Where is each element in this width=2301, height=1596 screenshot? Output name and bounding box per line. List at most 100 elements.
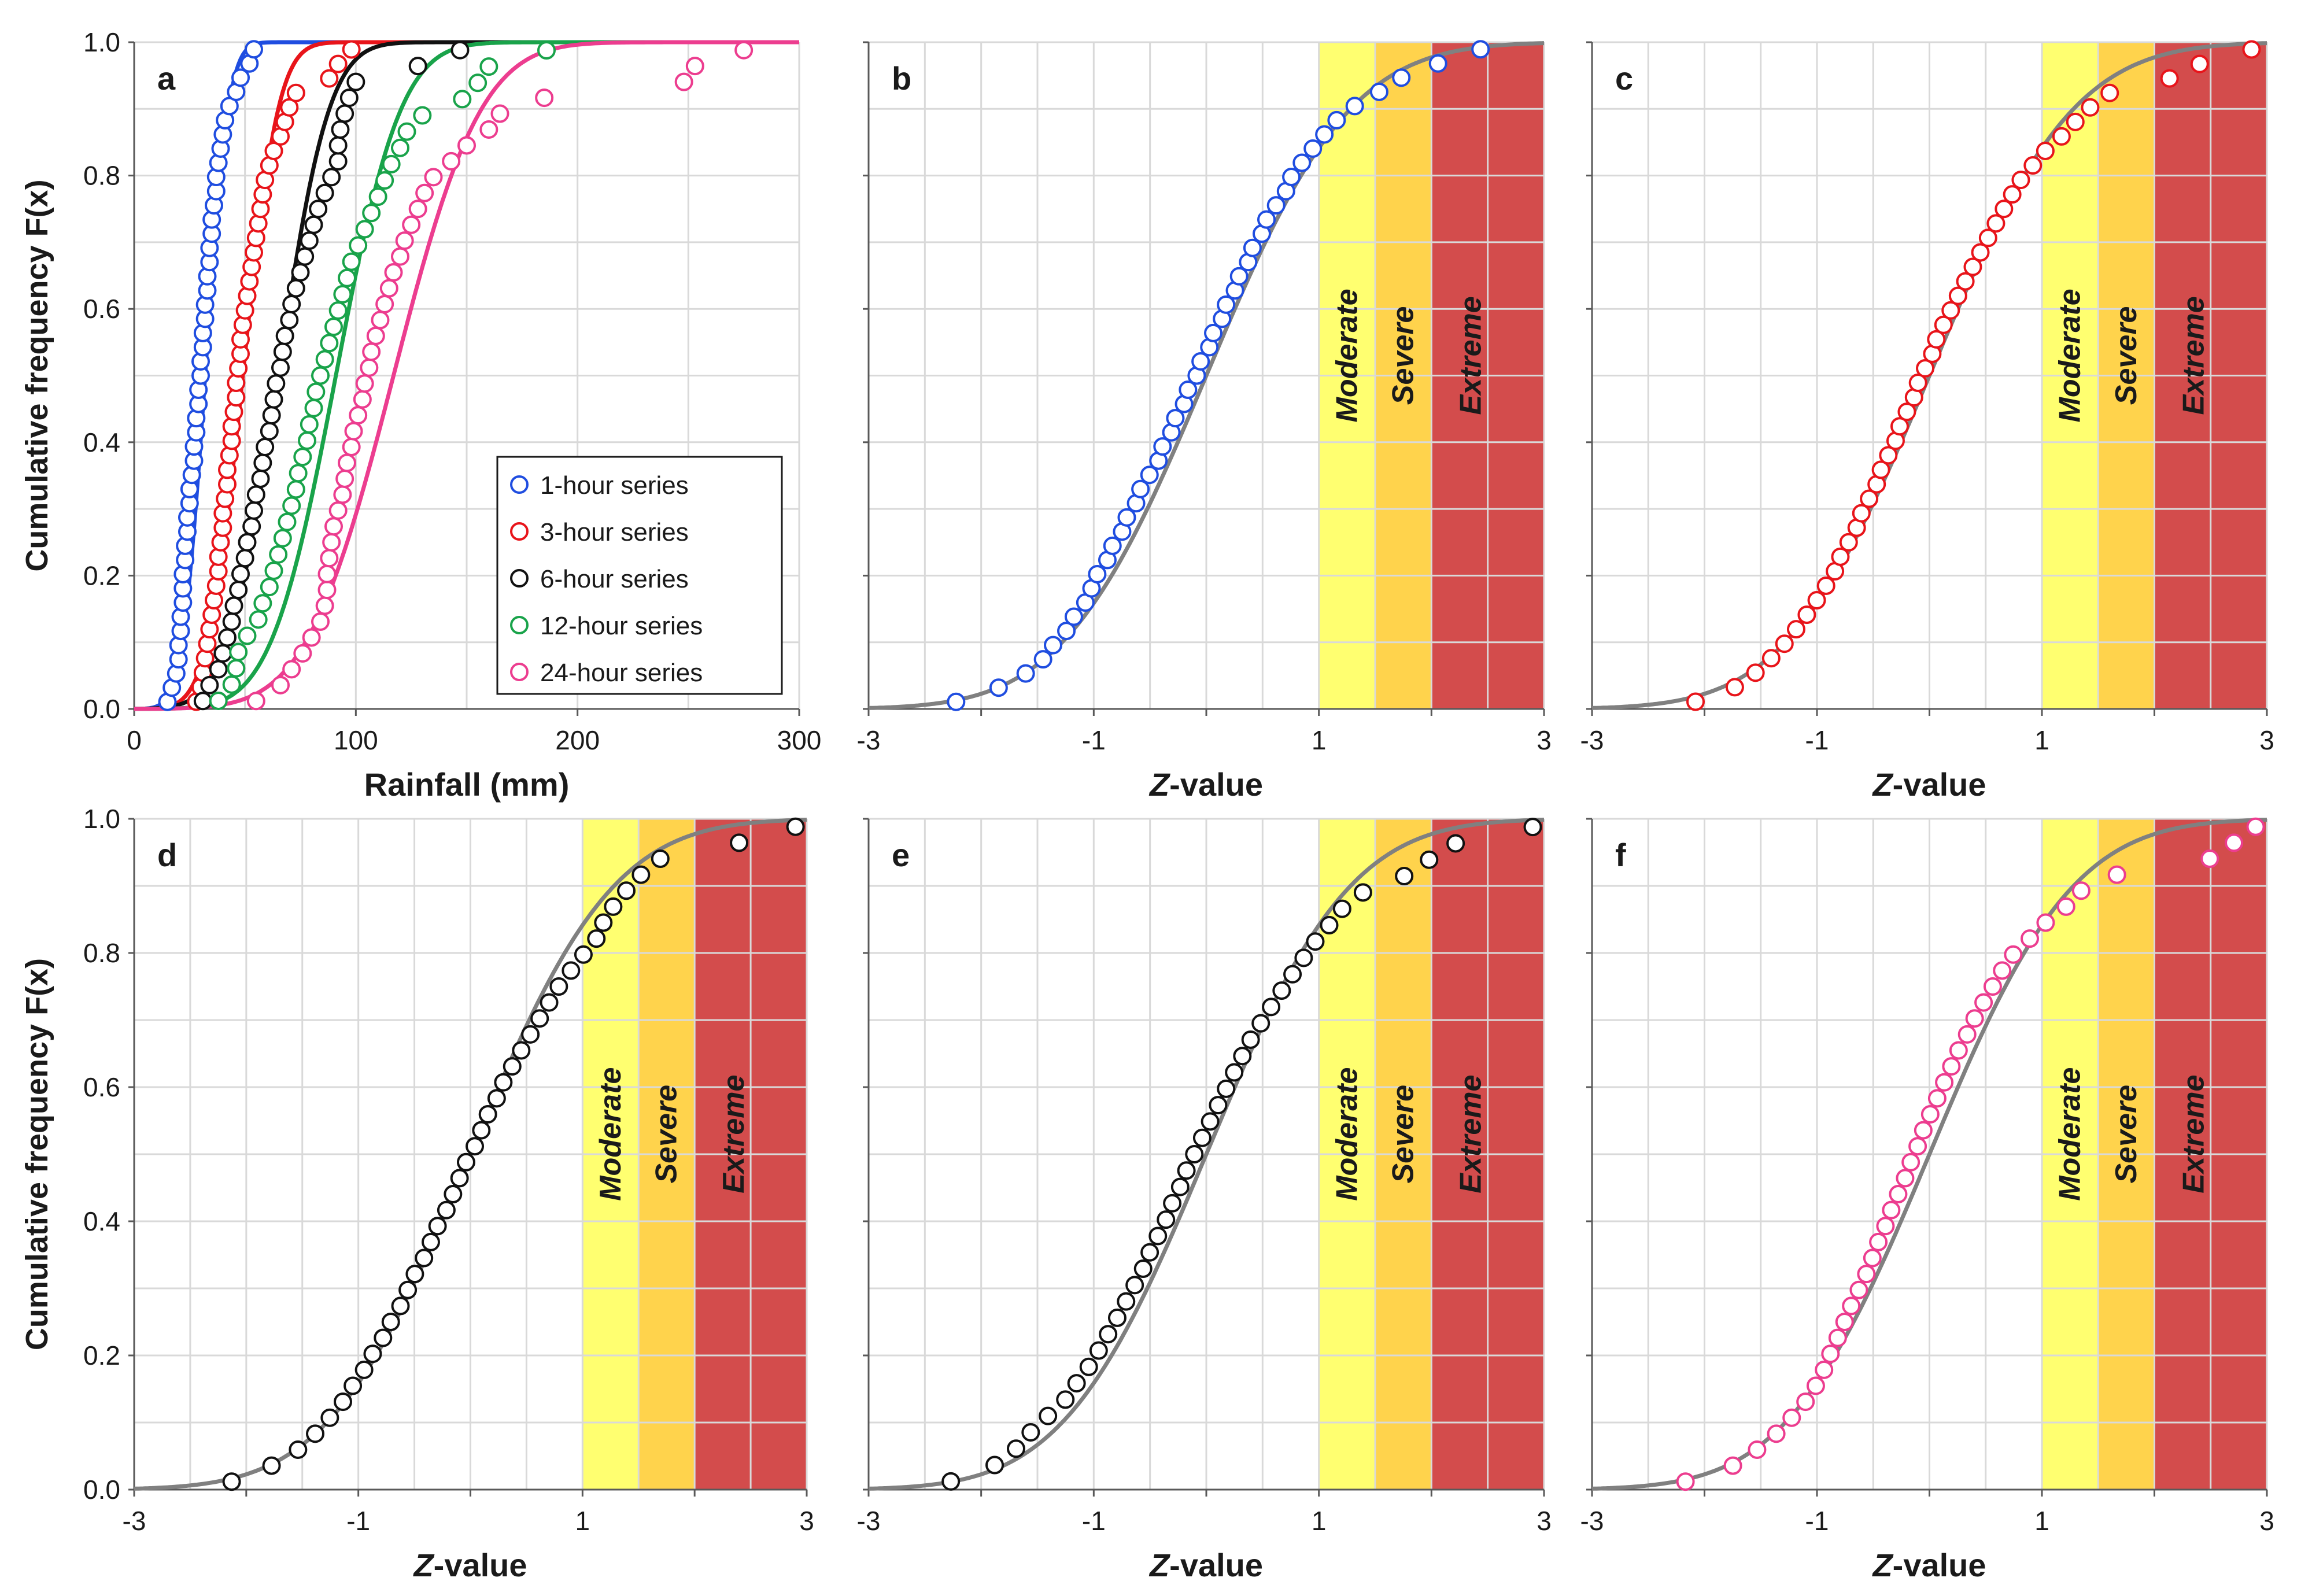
data-point [1006,1439,1025,1458]
data-point [1140,1243,1159,1262]
data-point [421,1232,440,1251]
data-point [1089,1341,1108,1360]
band-label-extreme: Extreme [2177,296,2211,415]
data-point [1974,993,1993,1012]
y-tick-label: 0.2 [83,1340,120,1370]
data-point [374,1328,393,1347]
data-point [342,40,361,59]
y-tick-labels [1586,41,1592,710]
data-point [379,279,398,298]
data-point [1956,272,1975,291]
data-point [298,431,316,450]
data-point [322,533,341,552]
x-tick-label: 200 [555,725,600,755]
legend: 1-hour series 3-hour series 6-hour series 1… [496,456,783,695]
data-point [384,263,403,282]
data-point [494,1073,513,1092]
data-point [786,817,805,836]
y-tick-label: 1.0 [83,27,120,57]
x-tick-labels: -3 -1 1 3 [1580,1490,2274,1536]
data-point [468,73,487,93]
data-point [442,152,461,171]
data-point [2023,156,2043,175]
x-tick-label: -1 [1805,1506,1829,1536]
data-point [231,68,250,87]
data-point [291,263,310,282]
data-point [362,204,381,223]
data-point [1986,214,2005,233]
series-3-points [193,40,470,711]
data-point [311,612,330,631]
data-point [322,168,341,187]
legend-marker [510,569,529,588]
data-point [269,545,288,564]
x-axis-title: Z-value [1871,766,1986,803]
data-point [2066,112,2085,131]
data-point [1993,961,2012,980]
data-point [1217,295,1236,314]
panel-label: c [1615,60,1633,97]
x-tick-label: -1 [1082,725,1106,755]
data-point [1816,576,1835,595]
data-point [1849,1280,1868,1299]
data-point [355,220,374,239]
data-point [1914,1121,1933,1140]
data-point [1191,352,1210,371]
y-tick-label: 0.4 [83,427,120,457]
data-point [1863,1248,1882,1268]
data-point [1920,1104,1940,1124]
x-tick-label: -3 [857,1506,881,1536]
data-point [242,517,261,536]
panel-label: e [892,837,910,873]
x-tick-labels: -3 -1 1 3 [857,709,1552,755]
data-point [1303,139,1323,158]
data-point [2200,849,2219,869]
data-point [1420,850,1439,869]
data-point [1965,1009,1984,1028]
data-point [1395,867,1414,886]
band-label-severe: Severe [1387,1085,1420,1184]
data-point [1471,40,1490,59]
data-point [1971,243,1990,262]
data-point [1890,417,1910,436]
data-point [1523,818,1542,837]
data-point [1039,1406,1058,1425]
x-axis-title: Z-value [412,1547,527,1583]
data-point [1916,359,1935,378]
data-point [1204,323,1223,342]
data-point [1889,1185,1908,1204]
y-tick-labels: 0.0 0.2 0.4 0.6 0.8 1.0 [83,804,134,1505]
data-point [209,660,228,679]
data-point [382,154,401,173]
z-points [1676,817,2265,1491]
data-point [428,1217,447,1236]
data-point [366,326,385,345]
series-1-points [158,40,263,711]
data-point [293,644,312,663]
data-point [375,171,394,190]
y-tick-label: 1.0 [83,804,120,834]
data-point [338,268,356,287]
y-tick-labels [863,818,869,1491]
data-point [296,247,315,266]
data-point [947,692,966,711]
data-point [1177,1161,1196,1180]
data-point [985,1455,1004,1475]
data-point [264,561,283,580]
data-point [231,564,250,583]
data-point [1446,834,1465,853]
data-point [479,57,498,76]
band-label-severe: Severe [1387,306,1420,405]
data-point [1217,1079,1236,1098]
data-point [224,596,243,615]
data-point [437,1200,456,1220]
data-point [1243,238,1262,257]
data-point [651,849,670,869]
data-point [253,594,272,613]
x-tick-labels: -3 -1 1 3 [857,1490,1552,1536]
data-point [402,215,421,234]
band-label-extreme: Extreme [717,1075,751,1194]
x-tick-label: -3 [123,1506,146,1536]
data-point [1257,210,1276,229]
data-point [235,549,254,568]
